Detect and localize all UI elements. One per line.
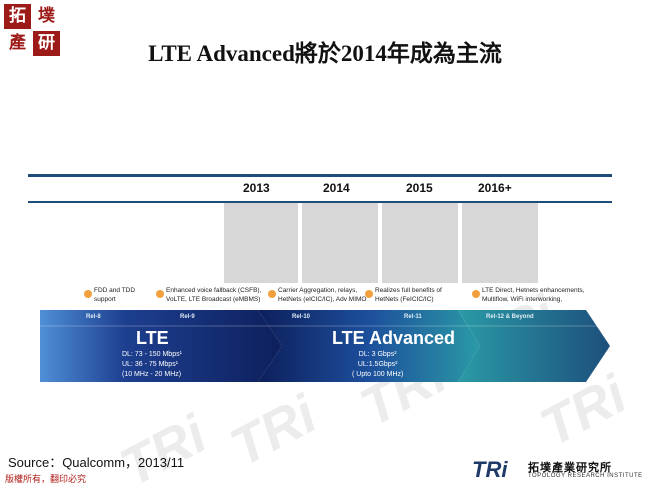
feature-dot-3 [268,290,276,298]
feature-dot-1 [84,290,92,298]
release-rel-10: Rel-10 [292,314,311,320]
page-title: LTE Advanced將於2014年成為主流 [148,41,502,66]
year-label-2016-plus: 2016+ [478,181,512,195]
feature-dot-4 [365,290,373,298]
lte-advanced-arrow [258,310,480,382]
rel12-arrow [458,310,610,382]
year-label-2013: 2013 [243,181,270,195]
feature-label-1: FDD and TDD support [94,287,136,303]
lte-advanced-specs: DL: 3 Gbps² UL:1.5Gbps² ( Upto 100 MHz) [352,351,404,378]
footer-tri-mark: TRi [472,457,508,482]
feature-label-5: LTE Direct, Hetnets enhancements, Multifl… [482,287,585,303]
logo-char-1: 拓 [4,4,31,29]
lte-arrow [40,310,282,382]
year-label-2014: 2014 [323,181,350,195]
copyright-note: 版權所有，翻印必究 [5,474,87,484]
lte-title: LTE [136,328,169,348]
year-column-2015 [382,203,458,283]
logo-char-4: 研 [33,31,60,56]
source-note: Source：Qualcomm，2013/11 [8,455,185,470]
timeline-top-line [28,174,612,177]
release-arrows [40,310,610,382]
release-rel-11: Rel-11 [404,314,422,320]
lte-advanced-title: LTE Advanced [332,328,456,348]
footer-institute-english: TOPOLOGY RESEARCH INSTITUTE [528,473,643,479]
release-rel-8: Rel-8 [86,314,101,320]
year-column-2014 [302,203,378,283]
release-rel-12: Rel-12 & Beyond [486,314,534,320]
feature-label-4: Realizes full benefits of HetNets (FeICIC… [375,287,442,303]
footer-institute-name: 拓墣產業研究所 [528,461,612,474]
logo-char-2: 墣 [33,4,60,29]
timeline-year-band [28,177,612,203]
release-rel-9: Rel-9 [180,314,195,320]
year-label-2015: 2015 [406,181,433,195]
feature-label-3: Carrier Aggregation, relays, HetNets (eIC… [278,287,367,303]
lte-specs: DL: 73 - 150 Mbps¹ UL: 36 - 75 Mbps¹ (10… [122,351,182,378]
watermark-3: TRi [221,384,326,478]
tri-logo: 拓 墣 產 研 [4,4,62,58]
watermark-5: TRi [111,404,216,498]
year-column-2013 [224,203,298,283]
feature-dot-5 [472,290,480,298]
year-column-2016 [462,203,538,283]
feature-label-2: Enhanced voice fallback (CSFB), VoLTE, LT… [166,287,262,303]
logo-char-3: 產 [4,31,31,56]
feature-dot-2 [156,290,164,298]
